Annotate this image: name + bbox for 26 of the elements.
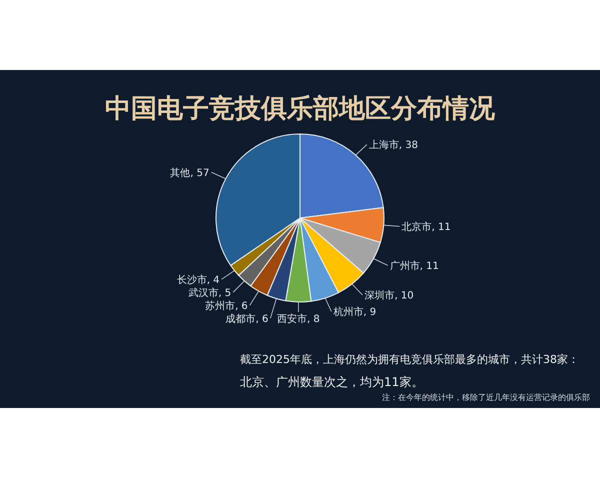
data-label: , 38 [398, 140, 418, 152]
data-label: , 6 [235, 300, 248, 312]
data-label: , 57 [190, 168, 210, 179]
slice-label: 其他 [170, 166, 190, 179]
slice-label: 苏州市 [205, 300, 236, 312]
data-label: , 5 [218, 288, 232, 299]
slice-label: 深圳市 [364, 290, 395, 302]
slice-label: 西安市 [277, 312, 308, 325]
text: 截至2025年底，上海仍然为拥有电竞俱乐部最多的城市，共计38家： [240, 353, 579, 366]
slice-label: 杭州市 [332, 306, 364, 318]
slice-label: 广州市 [390, 260, 420, 272]
data-label: , 11 [420, 260, 439, 272]
data-label: , 9 [363, 306, 376, 318]
text: 北京、广州数量次之，均为11家。 [240, 375, 424, 389]
slice-label: 成都市 [226, 312, 256, 325]
data-label: , 6 [256, 314, 268, 325]
slice-label: 上海市 [368, 139, 399, 152]
slice-label: 长沙市 [176, 274, 207, 286]
slice-label: 北京市 [402, 220, 432, 233]
text: 注：在今年的统计中，移除了近几年没有运营记录的俱乐部 [382, 393, 590, 402]
data-label: , 4 [206, 274, 220, 286]
data-label: , 11 [432, 222, 451, 233]
chart-title: 中国电子竞技俱乐部地区分布情况 [105, 94, 496, 124]
slice-label: 武汉市 [188, 286, 218, 299]
data-label: , 10 [394, 290, 414, 302]
data-label: , 8 [307, 314, 320, 325]
